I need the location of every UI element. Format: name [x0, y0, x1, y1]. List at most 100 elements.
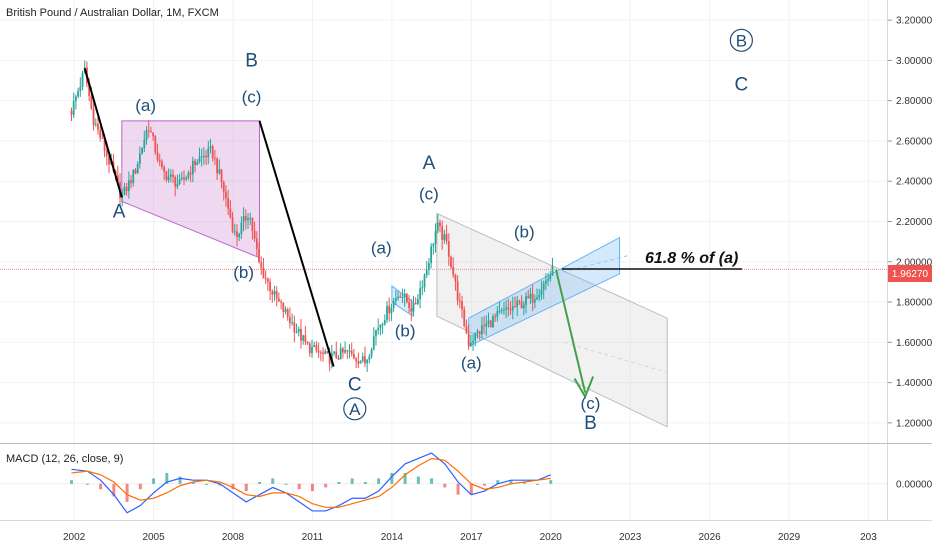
macd-line — [71, 452, 551, 514]
macd-histogram-bar — [152, 478, 156, 484]
candle-body — [483, 325, 485, 327]
candle-body — [421, 287, 424, 289]
candle-body — [476, 331, 479, 333]
candle-body — [503, 309, 505, 311]
y-tick-label: 1.60000 — [896, 338, 932, 349]
candle-body — [143, 139, 146, 149]
macd-histogram-bar — [99, 483, 103, 490]
wave-label: (c) — [581, 394, 601, 413]
pattern-zones — [121, 120, 668, 428]
wave-label: (c) — [242, 88, 262, 107]
macd-histogram-bar — [337, 482, 341, 484]
candle-body — [430, 246, 433, 264]
candle-body — [480, 325, 483, 335]
macd-histogram-bar — [443, 483, 447, 488]
candle-body — [280, 301, 283, 303]
wave-label: (c) — [419, 184, 439, 203]
candle-body — [461, 301, 463, 310]
candle-body — [450, 256, 452, 268]
candle-body — [551, 265, 554, 276]
candle-body — [507, 307, 510, 310]
wave-label: C — [348, 375, 362, 396]
candle-body — [417, 299, 419, 305]
y-tick-label: 1.20000 — [896, 418, 932, 429]
macd-histogram-bar — [416, 476, 420, 484]
candle-body — [152, 132, 155, 137]
candle-body — [242, 216, 245, 223]
candle-body — [289, 317, 291, 323]
candle-body — [434, 230, 437, 245]
candle-body — [542, 283, 545, 290]
macd-histogram-bar — [350, 478, 354, 484]
y-tick-label: 2.00000 — [896, 257, 932, 268]
price-axis[interactable]: 1.20000 1.40000 1.60000 1.80000 2.00000 2.200… — [888, 16, 932, 491]
time-axis[interactable]: 2002 2005 2008 2011 2014 2017 2020 2023 2026 2029… — [63, 532, 877, 543]
x-tick-label: 2023 — [619, 532, 642, 543]
y-tick-label: 2.20000 — [896, 217, 932, 228]
candle-body — [311, 347, 313, 354]
candle-body — [253, 231, 256, 239]
candle-body — [136, 163, 139, 174]
candle-body — [158, 160, 161, 162]
candle-body — [344, 350, 346, 353]
candle-body — [125, 186, 128, 192]
macd-histogram-bar — [69, 480, 73, 484]
chart-title: British Pound / Australian Dollar, 1M, F… — [6, 7, 219, 19]
candle-body — [500, 309, 503, 311]
candle-body — [302, 335, 305, 341]
candle-body — [105, 150, 108, 156]
candle-body — [485, 323, 488, 327]
macd-y-tick-label: 0.00000 — [896, 479, 932, 490]
macd-histogram-bar — [430, 478, 434, 484]
channel-midline — [555, 255, 628, 275]
macd-histogram-bar — [138, 483, 142, 490]
candle-body — [167, 176, 170, 180]
candle-body — [390, 308, 393, 314]
candle-body — [394, 298, 397, 302]
y-tick-label: 2.40000 — [896, 177, 932, 188]
candle-body — [511, 306, 514, 311]
candle-body — [77, 91, 80, 97]
candle-body — [333, 351, 335, 354]
candle-body — [145, 130, 148, 140]
macd-histogram-bar — [377, 478, 381, 484]
candle-body — [514, 306, 516, 308]
wave-label: B — [584, 413, 597, 434]
candle-body — [97, 123, 99, 130]
candle-body — [150, 131, 152, 133]
candle-body — [198, 157, 201, 163]
candle-body — [445, 234, 448, 242]
candle-body — [348, 350, 351, 352]
candle-body — [337, 358, 340, 360]
candle-body — [454, 275, 457, 282]
macd-histogram-bar — [178, 476, 182, 484]
candle-body — [379, 324, 382, 329]
candle-body — [353, 353, 355, 359]
macd-histogram-bar — [469, 483, 473, 495]
candle-body — [392, 301, 395, 309]
candle-body — [383, 320, 386, 325]
candle-body — [494, 316, 497, 318]
candle-body — [269, 281, 271, 292]
current-price-marker: 1.96270 — [888, 265, 932, 282]
candle-body — [75, 96, 77, 102]
candle-body — [132, 169, 135, 184]
candle-body — [341, 348, 344, 353]
candle-body — [377, 328, 380, 331]
candle-body — [487, 320, 490, 324]
candle-body — [251, 217, 254, 232]
wave-label: A — [423, 153, 436, 174]
circled-wave-label: A — [349, 400, 361, 419]
candle-body — [505, 307, 508, 310]
candle-body — [368, 356, 371, 360]
candle-body — [467, 333, 470, 346]
x-tick-label: 2008 — [222, 532, 245, 543]
macd-histogram-bar — [403, 472, 407, 484]
candle-body — [436, 222, 439, 231]
candle-body — [282, 302, 285, 312]
candle-body — [361, 356, 364, 362]
current-price-badge — [888, 265, 932, 282]
x-tick-label: 203 — [860, 532, 877, 543]
candle-body — [516, 300, 519, 307]
